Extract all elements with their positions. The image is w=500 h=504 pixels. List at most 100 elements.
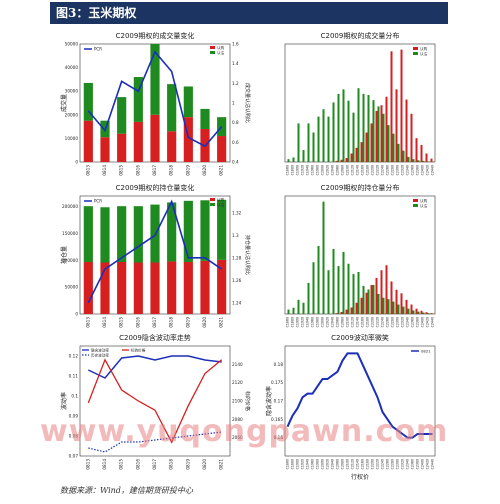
call-bar — [425, 153, 428, 162]
call-bar — [405, 99, 408, 162]
x-tick-label: C2360 — [411, 317, 415, 327]
y2-tick-label: 0.4 — [232, 160, 239, 165]
put-bar — [287, 159, 290, 162]
x-tick-label: C2020 — [326, 317, 330, 327]
x-tick-label: 0818 — [169, 317, 174, 328]
x-tick-label: C2180 — [366, 317, 370, 327]
x-tick-label: C1900 — [296, 317, 300, 327]
call-bar — [83, 261, 93, 314]
put-bar — [302, 150, 305, 162]
chart-title: C2009期权的成交量分布 — [321, 31, 400, 40]
put-bar — [307, 123, 310, 162]
call-bar — [217, 259, 227, 314]
x-tick-label: C2360 — [411, 165, 415, 175]
plot-frame — [284, 345, 436, 457]
call-bar — [133, 262, 143, 314]
x-tick-label: C2240 — [381, 317, 385, 327]
x-tick-label: C2280 — [391, 317, 395, 327]
put-bar — [150, 44, 160, 115]
legend-call-label: 认购 — [420, 198, 428, 203]
put-bar — [337, 93, 340, 162]
y-axis-label: 波动率 — [60, 392, 68, 410]
put-bar — [297, 299, 300, 314]
put-bar — [382, 297, 385, 314]
put-bar — [167, 202, 177, 262]
y2-tick-label: 2080 — [232, 417, 243, 422]
put-bar — [347, 100, 350, 162]
put-bar — [307, 282, 310, 314]
put-bar — [297, 123, 300, 162]
put-bar — [337, 266, 340, 314]
x-tick-label: 0813 — [85, 165, 90, 176]
plot-frame — [79, 345, 231, 457]
chart-svg: C2009期权的持仓量变化 0813 0814 0815 0816 0817 0818 081… — [60, 183, 251, 328]
x-tick-label: C2440 — [431, 165, 435, 175]
x-tick-label: C2180 — [366, 459, 370, 469]
y2-tick-label: 1.28 — [232, 255, 242, 260]
x-tick-label: 0818 — [169, 459, 174, 470]
x-tick-label: C1960 — [311, 317, 315, 327]
call-bar — [335, 160, 338, 162]
plot-frame — [284, 43, 436, 163]
x-tick-label: C2020 — [326, 165, 330, 175]
put-bar — [407, 156, 410, 162]
put-bar — [377, 293, 380, 314]
put-bar — [412, 159, 415, 162]
put-bar — [382, 113, 385, 162]
implied-vol-line — [88, 355, 222, 379]
legend-put-label: 认沽 — [420, 203, 428, 208]
x-tick-label: 0820 — [202, 317, 207, 328]
x-tick-label: C2080 — [341, 165, 345, 175]
y-tick-label: 20000 — [65, 112, 79, 117]
legend-hv-label: 历史波动率 — [91, 353, 109, 358]
x-tick-label: C2380 — [416, 317, 420, 327]
x-tick-label: 0816 — [135, 317, 140, 328]
underlying-price-line — [87, 358, 223, 444]
x-tick-label: C1860 — [286, 165, 290, 175]
chart-svg: C2009波动率微笑 C1860 C1880 C1900 C1920 C1940 C1960… — [265, 333, 436, 481]
put-bar — [327, 270, 330, 314]
x-tick-label: C1880 — [291, 459, 295, 469]
x-tick-label: C1920 — [301, 459, 305, 469]
put-bar — [117, 206, 127, 262]
y-tick-label: 0.17 — [274, 399, 284, 404]
legend-call-label: 认购 — [217, 197, 225, 202]
call-bar — [167, 261, 177, 314]
put-bar — [372, 100, 375, 162]
x-tick-label: C2060 — [336, 459, 340, 469]
put-bar — [367, 289, 370, 314]
put-bar — [367, 95, 370, 162]
x-tick-label: C2120 — [351, 317, 355, 327]
x-tick-label: C2120 — [351, 459, 355, 469]
x-tick-label: 0819 — [185, 165, 190, 176]
x-tick-label: C2320 — [401, 165, 405, 175]
x-tick-label: C1980 — [316, 317, 320, 327]
call-bar — [420, 310, 423, 314]
put-bar — [342, 251, 345, 314]
y2-tick-label: 1.2 — [232, 81, 239, 86]
x-tick-label: C2040 — [331, 459, 335, 469]
x-tick-label: 0815 — [119, 459, 124, 470]
call-bar — [340, 159, 343, 162]
x-tick-label: C2000 — [321, 165, 325, 175]
call-bar — [380, 105, 383, 162]
x-tick-label: 0819 — [185, 317, 190, 328]
put-bar — [422, 160, 425, 162]
chart-svg: C2009期权的成交量变化 0813 0814 0815 0816 0817 0818 081… — [60, 31, 251, 176]
y-tick-label: 0.165 — [271, 417, 283, 422]
x-tick-label: C2060 — [336, 317, 340, 327]
legend-call-swatch — [413, 47, 418, 50]
x-tick-label: C2060 — [336, 165, 340, 175]
put-bar — [183, 86, 193, 118]
x-tick-label: C1960 — [311, 459, 315, 469]
x-tick-label: C2160 — [361, 165, 365, 175]
x-tick-label: C1860 — [286, 317, 290, 327]
x-tick-label: 0818 — [169, 165, 174, 176]
call-bar — [430, 313, 433, 314]
call-bar — [400, 293, 403, 314]
put-bar — [377, 106, 380, 162]
x-tick-label: C2140 — [356, 317, 360, 327]
legend-pcr-label: PCR — [94, 199, 102, 204]
y2-tick-label: 1 — [232, 101, 235, 106]
y-tick-label: 100000 — [62, 258, 78, 263]
